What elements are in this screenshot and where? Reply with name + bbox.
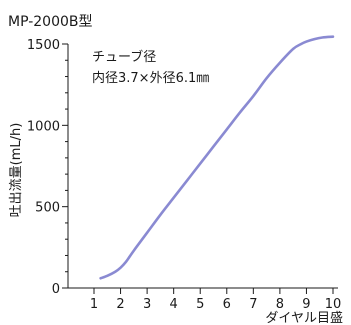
annotation-tube-size: 内径3.7×外径6.1㎜ [92,70,209,86]
series-layer [99,35,335,280]
x-tick-label: 9 [302,297,310,312]
y-ticks: 0 500 1000 1500 [27,38,68,297]
x-tick-label: 1 [90,297,98,312]
x-tick-label: 10 [325,297,342,312]
y-tick-label: 1500 [27,38,60,53]
x-tick-label: 3 [143,297,151,312]
chart-title: MP-2000B型 [8,14,93,30]
x-ticks: 1 2 3 4 5 6 7 8 9 10 [90,288,341,312]
y-tick-label: 1000 [27,119,60,134]
x-tick-label: 2 [116,297,124,312]
y-tick-label: 0 [52,282,60,297]
x-axis-label: ダイヤル目盛 [265,311,343,325]
x-tick-label: 8 [276,297,284,312]
y-axis-label: 吐出流量(mL/h) [9,123,24,218]
y-tick-label: 500 [35,201,60,216]
axes [67,44,338,289]
x-tick-label: 6 [223,297,231,312]
x-tick-label: 5 [196,297,204,312]
annotation-tube-label: チューブ径 [92,49,156,65]
x-tick-label: 7 [249,297,257,312]
x-tick-label: 4 [170,297,178,312]
series-line-0 [99,35,335,280]
